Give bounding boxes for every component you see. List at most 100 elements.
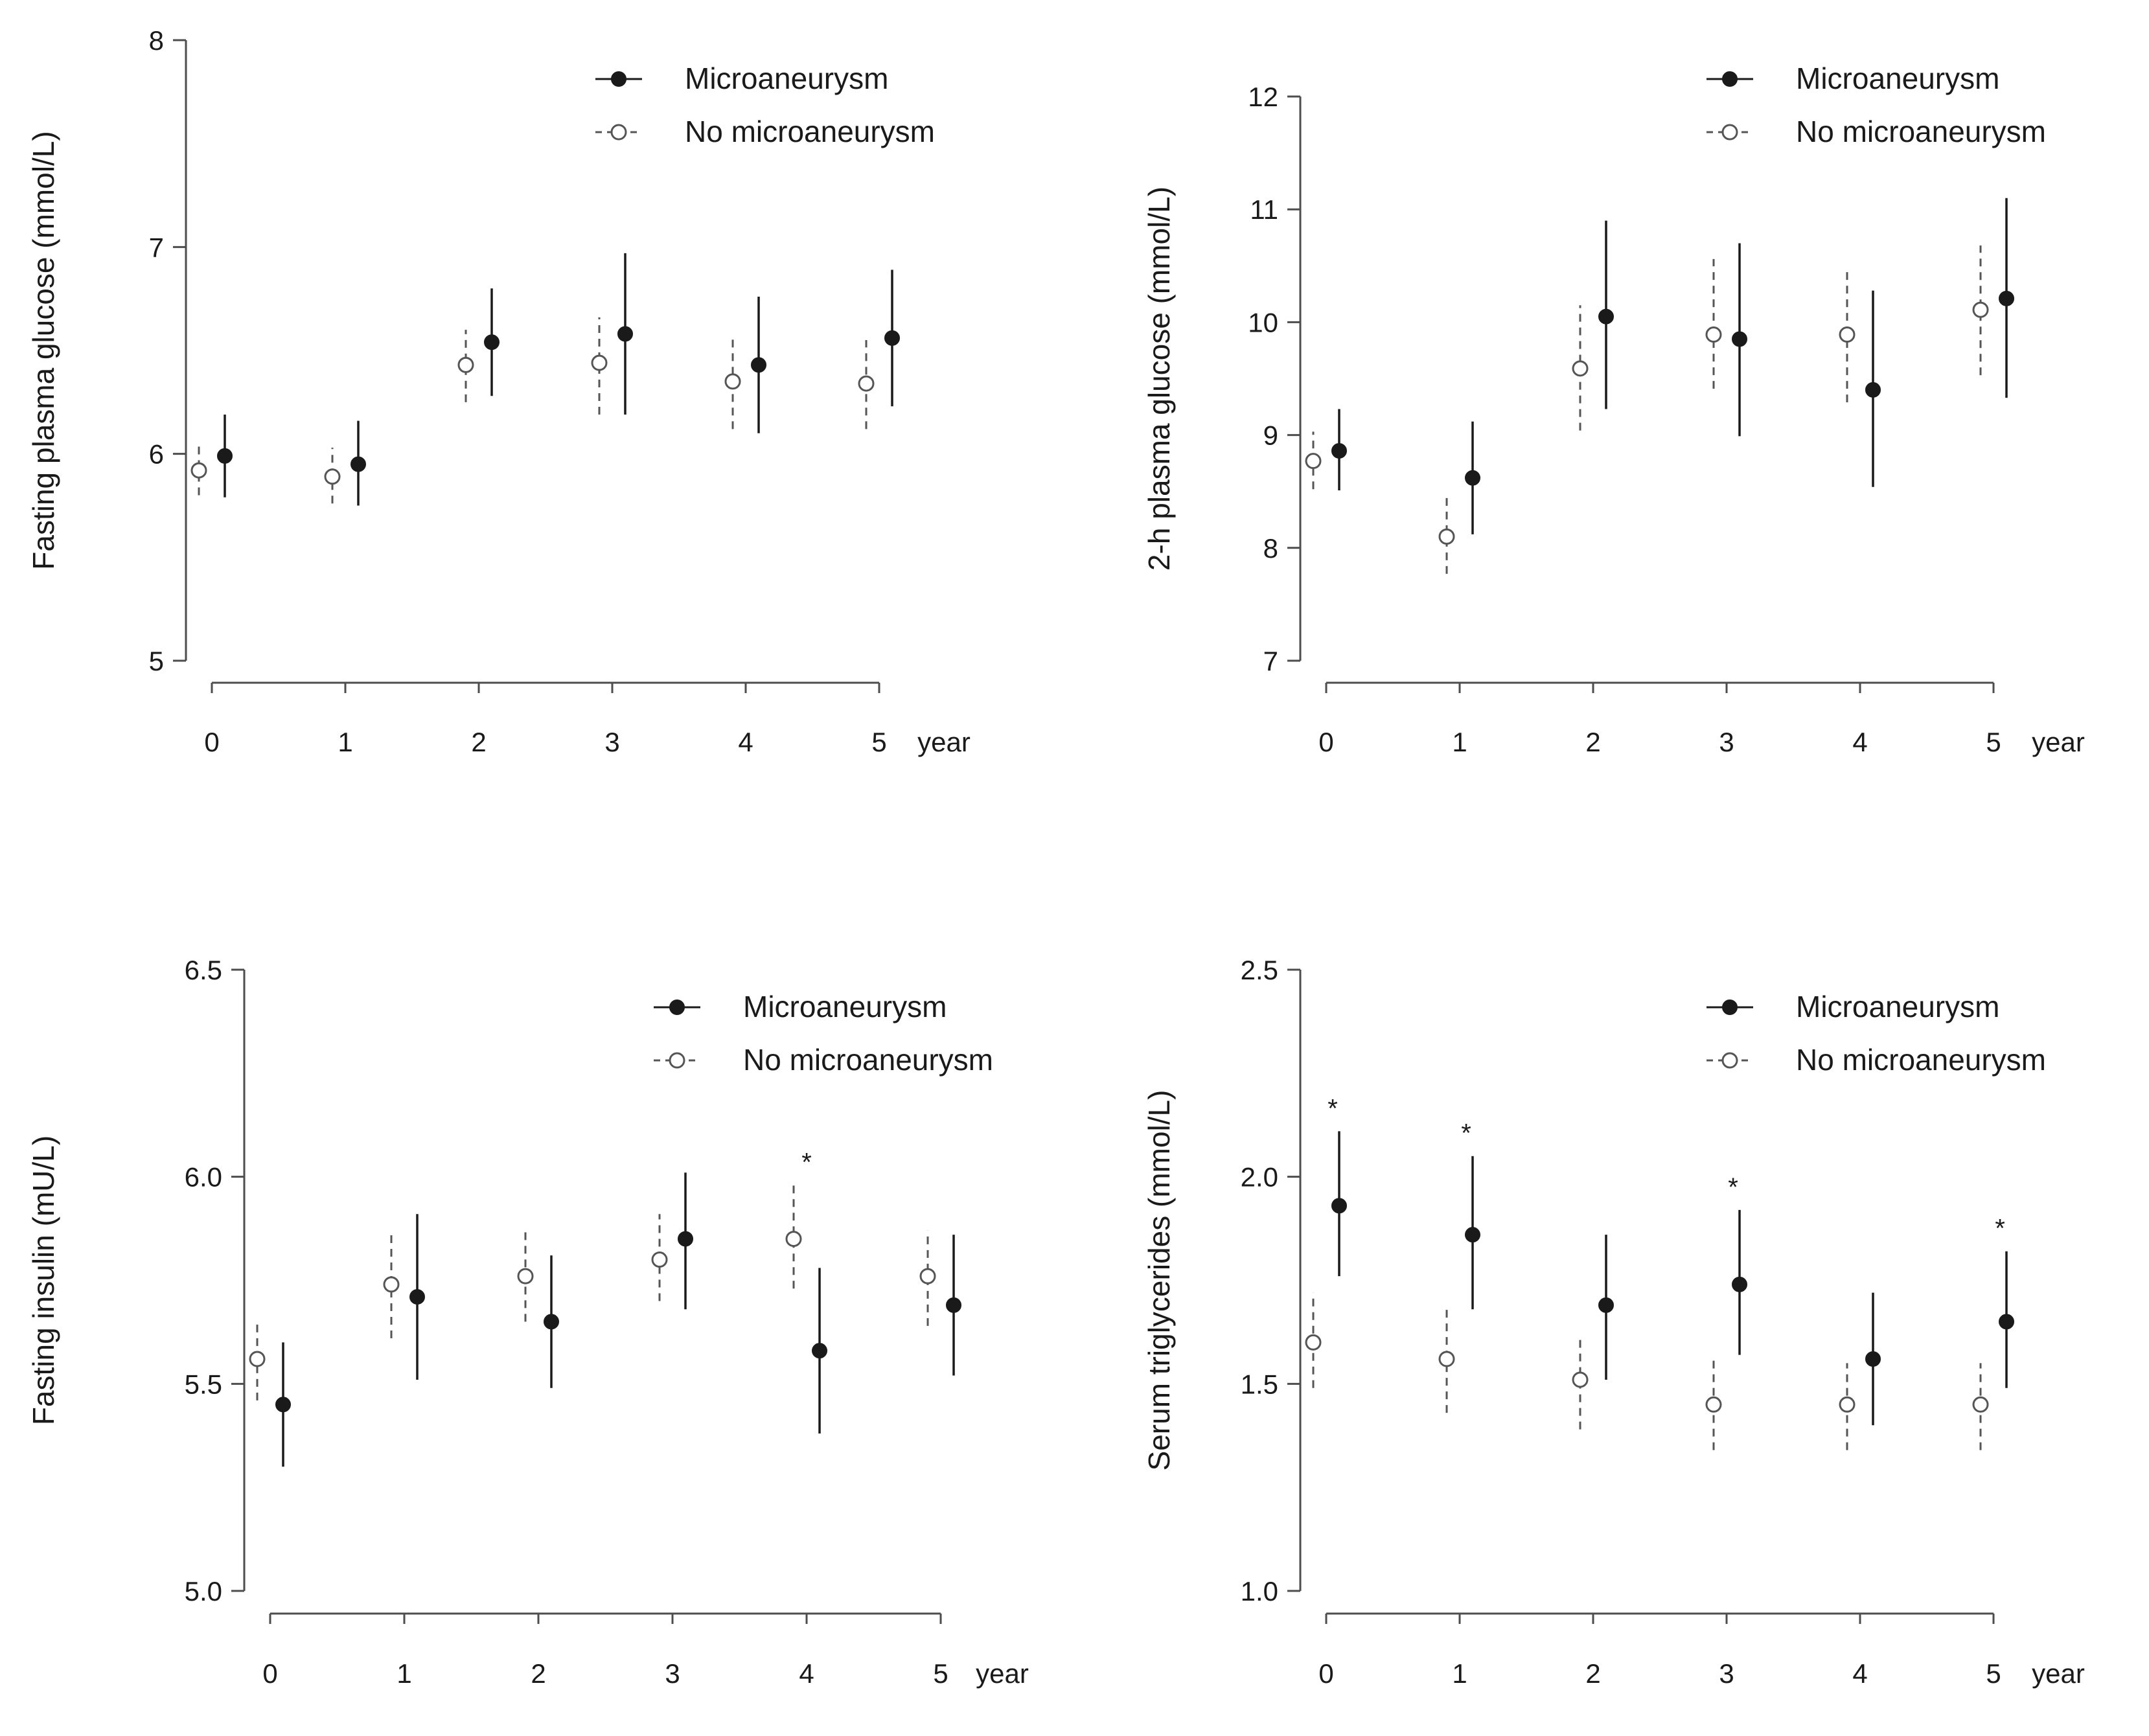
point-no-microaneurysm — [785, 1231, 802, 1248]
point-microaneurysm — [351, 456, 366, 472]
point-microaneurysm — [1331, 442, 1347, 459]
point-no-microaneurysm — [1972, 301, 1989, 318]
x-tick-label: 4 — [799, 1658, 814, 1689]
y-tick-label: 6.0 — [185, 1162, 222, 1193]
y-tick-label: 10 — [1248, 307, 1278, 337]
point-microaneurysm — [1598, 308, 1614, 325]
point-no-microaneurysm — [1438, 528, 1455, 545]
y-axis-label: Serum triglycerides (mmol/L) — [1142, 1090, 1176, 1471]
point-no-microaneurysm — [190, 462, 207, 479]
point-no-microaneurysm — [724, 373, 741, 390]
legend-marker-no-microaneurysm — [1721, 1052, 1738, 1069]
point-microaneurysm — [678, 1231, 693, 1247]
y-tick-label: 2.0 — [1241, 1162, 1278, 1193]
legend: Microaneurysm No microaneurysm — [1707, 990, 2046, 1077]
x-tick-label: 1 — [396, 1658, 411, 1689]
x-tick-label: 3 — [1719, 727, 1734, 757]
significance-asterisk: * — [1728, 1173, 1738, 1202]
point-microaneurysm — [484, 334, 500, 350]
x-tick-label: 1 — [1452, 1658, 1467, 1689]
point-no-microaneurysm — [1705, 326, 1722, 343]
y-tick-label: 1.0 — [1241, 1576, 1278, 1606]
point-microaneurysm — [409, 1289, 425, 1305]
y-tick-label: 5.0 — [185, 1576, 222, 1606]
x-tick-label: 5 — [871, 727, 886, 757]
legend-label-microaneurysm: Microaneurysm — [743, 990, 947, 1023]
y-tick-label: 8 — [149, 25, 164, 56]
y-tick-label: 8 — [1263, 533, 1278, 564]
significance-asterisk: * — [801, 1148, 812, 1176]
legend-marker-microaneurysm — [1722, 999, 1738, 1015]
panel-fasting-plasma-glucose: 5 6 7 8 0 1 2 3 4 5 year Fasting plasma glucose (mm… — [27, 25, 971, 757]
point-no-microaneurysm — [1839, 326, 1856, 343]
y-tick-label: 6.5 — [185, 955, 222, 985]
significance-asterisk: * — [1461, 1119, 1471, 1148]
x-tick-label: 4 — [1852, 727, 1867, 757]
y-tick-label: 7 — [149, 232, 164, 262]
x-tick-label: 5 — [933, 1658, 948, 1689]
legend-label-no-microaneurysm: No microaneurysm — [743, 1043, 993, 1077]
point-no-microaneurysm — [919, 1268, 936, 1285]
legend-label-microaneurysm: Microaneurysm — [1796, 990, 1999, 1023]
point-microaneurysm — [617, 326, 633, 342]
point-no-microaneurysm — [1839, 1396, 1856, 1413]
y-tick-label: 11 — [1250, 194, 1278, 225]
point-no-microaneurysm — [324, 468, 341, 485]
point-microaneurysm — [275, 1397, 291, 1413]
x-axis-label: year — [2032, 1658, 2085, 1689]
point-microaneurysm — [1999, 290, 2014, 306]
y-tick-label: 9 — [1263, 420, 1278, 451]
y-tick-label: 5.5 — [185, 1369, 222, 1399]
legend: Microaneurysm No microaneurysm — [595, 62, 935, 148]
legend-label-microaneurysm: Microaneurysm — [1796, 62, 1999, 95]
x-tick-label: 2 — [1585, 1658, 1600, 1689]
x-tick-label: 1 — [1452, 727, 1467, 757]
point-no-microaneurysm — [383, 1276, 400, 1293]
y-tick-label: 2.5 — [1241, 955, 1278, 985]
legend-marker-no-microaneurysm — [669, 1052, 685, 1069]
point-no-microaneurysm — [249, 1351, 266, 1367]
significance-asterisk: * — [1995, 1215, 2005, 1243]
y-axis-label: Fasting insulin (mU/L) — [27, 1136, 60, 1425]
point-microaneurysm — [1465, 470, 1480, 486]
point-no-microaneurysm — [457, 356, 474, 373]
panel-serum-triglycerides: 1.0 1.5 2.0 2.5 0 1 2 3 4 5 year Serum triglyceride… — [1142, 955, 2085, 1689]
legend-marker-microaneurysm — [611, 71, 626, 87]
x-axis-label: year — [917, 727, 971, 757]
point-no-microaneurysm — [651, 1251, 668, 1268]
x-tick-label: 3 — [604, 727, 619, 757]
x-tick-label: 1 — [338, 727, 352, 757]
x-tick-label: 3 — [665, 1658, 680, 1689]
significance-asterisk: * — [1327, 1094, 1338, 1123]
x-tick-label: 0 — [262, 1658, 277, 1689]
legend: Microaneurysm No microaneurysm — [1707, 62, 2046, 148]
point-microaneurysm — [1465, 1227, 1480, 1243]
y-tick-label: 12 — [1248, 82, 1278, 112]
y-tick-label: 7 — [1263, 646, 1278, 676]
legend-marker-microaneurysm — [1722, 71, 1738, 87]
point-microaneurysm — [544, 1314, 559, 1330]
legend-label-no-microaneurysm: No microaneurysm — [685, 115, 935, 148]
legend: Microaneurysm No microaneurysm — [654, 990, 993, 1077]
point-microaneurysm — [946, 1297, 961, 1313]
legend-label-no-microaneurysm: No microaneurysm — [1796, 1043, 2046, 1077]
point-microaneurysm — [751, 357, 766, 373]
point-no-microaneurysm — [1705, 1396, 1722, 1413]
legend-marker-microaneurysm — [669, 999, 685, 1015]
x-tick-label: 3 — [1719, 1658, 1734, 1689]
legend-marker-no-microaneurysm — [610, 124, 627, 141]
legend-label-microaneurysm: Microaneurysm — [685, 62, 888, 95]
x-axis-label: year — [2032, 727, 2085, 757]
x-tick-label: 0 — [1318, 1658, 1333, 1689]
point-no-microaneurysm — [1972, 1396, 1989, 1413]
y-tick-label: 6 — [149, 439, 164, 470]
x-tick-label: 5 — [1986, 727, 2001, 757]
point-microaneurysm — [1732, 1276, 1747, 1292]
point-no-microaneurysm — [591, 354, 608, 371]
point-no-microaneurysm — [1572, 360, 1589, 377]
point-no-microaneurysm — [1572, 1371, 1589, 1388]
legend-marker-no-microaneurysm — [1721, 124, 1738, 141]
